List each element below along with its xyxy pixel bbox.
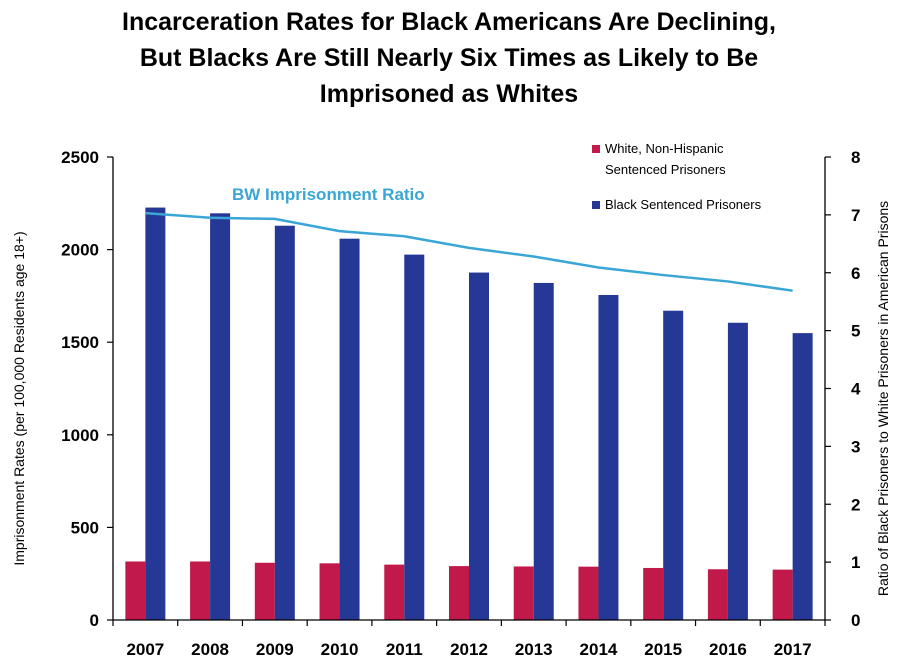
y2-tick-label: 3 xyxy=(851,437,860,456)
bar-black-2014 xyxy=(598,294,619,620)
chart-title-line: But Blacks Are Still Nearly Six Times as… xyxy=(140,44,758,72)
x-tick-label: 2014 xyxy=(580,640,618,659)
y2-tick-label: 4 xyxy=(851,380,861,399)
ratio-line-layer: BW Imprisonment Ratio xyxy=(145,185,793,292)
ratio-line-label: BW Imprisonment Ratio xyxy=(232,185,425,204)
chart-title-line: Incarceration Rates for Black Americans … xyxy=(122,8,776,36)
x-tick-label: 2007 xyxy=(126,640,164,659)
y2-tick-label: 2 xyxy=(851,495,860,514)
bar-black-2007 xyxy=(145,207,166,620)
x-tick-label: 2016 xyxy=(709,640,747,659)
y2-tick-label: 7 xyxy=(851,206,860,225)
legend-label-white: White, Non-Hispanic xyxy=(605,141,724,156)
bar-white-2010 xyxy=(319,563,340,620)
ratio-line xyxy=(145,211,793,292)
bar-white-2012 xyxy=(449,566,469,620)
bar-white-2009 xyxy=(254,562,275,620)
y-tick-label: 2000 xyxy=(61,241,99,260)
bar-white-2007 xyxy=(125,561,146,620)
bar-black-2016 xyxy=(727,322,748,620)
x-tick-label: 2008 xyxy=(191,640,229,659)
bar-black-2008 xyxy=(210,213,231,621)
bar-white-2008 xyxy=(190,561,211,620)
x-tick-label: 2015 xyxy=(644,640,682,659)
bar-black-2009 xyxy=(274,225,295,620)
bar-black-2013 xyxy=(533,282,554,620)
y-tick-label: 1500 xyxy=(61,333,99,352)
legend: White, Non-Hispanic Sentenced Prisoners Bl… xyxy=(592,141,762,212)
chart-title: Incarceration Rates for Black Americans … xyxy=(122,8,776,108)
x-tick-label: 2013 xyxy=(515,640,553,659)
x-tick-label: 2010 xyxy=(321,640,359,659)
bar-white-2015 xyxy=(643,567,664,620)
bar-black-2011 xyxy=(404,254,425,620)
y2-tick-label: 0 xyxy=(851,611,860,630)
y2-tick-label: 8 xyxy=(851,148,860,167)
bar-white-2017 xyxy=(772,569,793,620)
legend-label-white: Sentenced Prisoners xyxy=(605,162,726,177)
y-tick-label: 0 xyxy=(90,611,99,630)
y2-tick-label: 5 xyxy=(851,322,860,341)
y-axis-title: Imprisonment Rates (per 100,000 Resident… xyxy=(11,231,27,565)
chart-title-line: Imprisoned as Whites xyxy=(320,80,578,108)
bar-black-2017 xyxy=(792,333,813,620)
x-tick-label: 2012 xyxy=(450,640,488,659)
bar-black-2012 xyxy=(469,272,489,620)
bar-black-2010 xyxy=(339,238,360,620)
axes-layer: 0 500 1000 1500 2000 2500 0 1 2 3 4 5 6 7 8 2007 2008 200… xyxy=(61,148,861,659)
bar-white-2013 xyxy=(513,566,534,620)
legend-swatch-white xyxy=(592,145,600,153)
legend-label-black: Black Sentenced Prisoners xyxy=(605,197,762,212)
y-tick-label: 1000 xyxy=(61,426,99,445)
x-tick-label: 2017 xyxy=(774,640,812,659)
bar-white-2016 xyxy=(707,569,728,620)
legend-swatch-black xyxy=(592,201,600,209)
y2-tick-label: 1 xyxy=(851,553,860,572)
x-tick-label: 2011 xyxy=(386,640,423,659)
y2-axis-title: Ratio of Black Prisoners to White Prison… xyxy=(875,201,891,596)
y-tick-label: 500 xyxy=(71,518,99,537)
y-tick-label: 2500 xyxy=(61,148,99,167)
bar-white-2011 xyxy=(384,564,405,620)
y2-tick-label: 6 xyxy=(851,264,860,283)
bar-white-2014 xyxy=(578,566,599,620)
x-tick-label: 2009 xyxy=(256,640,294,659)
bar-black-2015 xyxy=(663,310,684,620)
bars-layer xyxy=(125,207,813,621)
